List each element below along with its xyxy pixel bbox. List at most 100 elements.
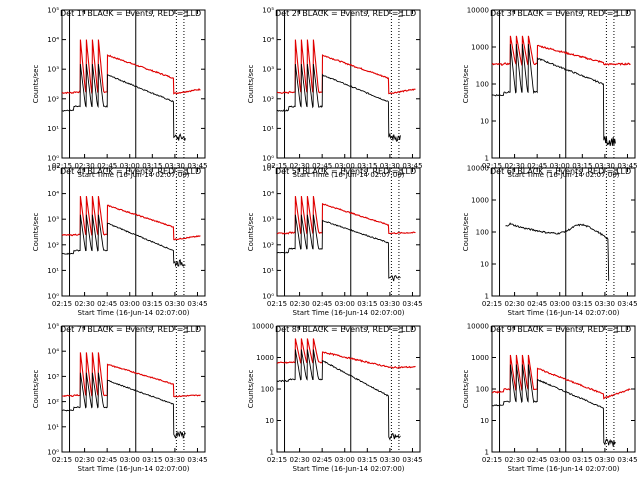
y-tick-label: 10⁵: [47, 7, 59, 15]
chart-title: Det 7f BLACK = Events, RED = LLD: [60, 325, 201, 334]
lld-series-line: [491, 354, 631, 400]
y-tick-label: 10000: [467, 323, 489, 331]
y-tick-label: 10000: [252, 323, 274, 331]
x-tick-label: 03:45: [617, 162, 637, 170]
range-bracket: [398, 11, 403, 17]
y-tick-label: 1000: [256, 354, 274, 362]
x-tick-label: 03:45: [402, 456, 422, 464]
y-tick-label: 100: [476, 386, 489, 394]
y-tick-label: 1: [485, 293, 489, 301]
x-tick-label: 02:30: [74, 162, 94, 170]
chart-panel-3: Det 3f BLACK = Events, RED = LLD 1 10 100 10…: [462, 7, 638, 180]
y-tick-label: 10¹: [262, 125, 274, 133]
x-tick-label: 02:15: [267, 162, 287, 170]
chart-panel-8: Det 8f BLACK = Events, RED = LLD 1 10 100 10…: [247, 323, 423, 474]
y-tick-label: 10000: [467, 165, 489, 173]
y-tick-label: 10⁵: [262, 7, 274, 15]
x-tick-label: 02:30: [289, 456, 309, 464]
y-tick-label: 10⁰: [47, 293, 59, 301]
y-tick-label: 10³: [47, 373, 59, 381]
x-tick-label: 02:15: [267, 456, 287, 464]
range-bracket: [613, 327, 618, 333]
chart-title: Det 1f BLACK = Events, RED = LLD: [60, 9, 201, 18]
x-tick-label: 03:15: [357, 300, 377, 308]
y-tick-label: 100: [261, 386, 274, 394]
y-tick-label: 10²: [262, 241, 274, 249]
x-tick-label: 03:00: [120, 456, 140, 464]
y-tick-label: 10⁴: [262, 190, 274, 198]
y-tick-label: 10: [480, 417, 489, 425]
x-axis-label: Start Time (16-Jun-14 02:07:00): [508, 465, 620, 473]
y-tick-label: 10⁴: [262, 36, 274, 44]
y-axis-label: Counts/sec: [462, 370, 470, 409]
y-tick-label: 10⁴: [47, 190, 59, 198]
x-axis-label: Start Time (16-Jun-14 02:07:00): [293, 465, 405, 473]
x-tick-label: 02:15: [52, 456, 72, 464]
chart-title: Det 8f BLACK = Events, RED = LLD: [275, 325, 416, 334]
events-series-line: [491, 364, 616, 447]
chart-title: Det 3f BLACK = Events, RED = LLD: [490, 9, 631, 18]
x-tick-label: 03:15: [142, 300, 162, 308]
y-tick-label: 10⁵: [47, 323, 59, 331]
chart-title: Det 6f BLACK = Events, RED = LLD: [490, 167, 631, 176]
x-tick-label: 03:00: [120, 300, 140, 308]
lld-series-line: [61, 196, 201, 241]
x-axis-label: Start Time (16-Jun-14 02:07:00): [78, 309, 190, 317]
events-series-line: [505, 222, 610, 281]
x-tick-label: 02:15: [482, 456, 502, 464]
plot-frame: [61, 9, 206, 159]
x-tick-label: 02:30: [74, 456, 94, 464]
y-axis-label: Counts/sec: [32, 370, 40, 409]
x-tick-label: 02:30: [504, 162, 524, 170]
x-tick-label: 02:15: [52, 162, 72, 170]
y-axis-label: Counts/sec: [32, 65, 40, 104]
y-tick-label: 10²: [47, 95, 59, 103]
y-tick-label: 100: [476, 81, 489, 89]
x-tick-label: 03:00: [550, 300, 570, 308]
range-bracket: [183, 169, 188, 175]
y-tick-label: 10000: [467, 7, 489, 15]
x-tick-label: 03:45: [187, 162, 207, 170]
x-tick-label: 02:45: [97, 300, 117, 308]
x-tick-label: 02:45: [527, 456, 547, 464]
y-tick-label: 10³: [262, 216, 274, 224]
x-tick-label: 02:45: [527, 162, 547, 170]
x-axis-label: Start Time (16-Jun-14 02:07:00): [508, 171, 620, 179]
chart-panel-7: Det 7f BLACK = Events, RED = LLD 10⁰ 10¹ 10…: [32, 323, 208, 474]
x-tick-label: 03:45: [187, 456, 207, 464]
plot-frame: [276, 9, 421, 159]
range-bracket: [183, 11, 188, 17]
x-tick-label: 03:45: [402, 300, 422, 308]
x-axis-label: Start Time (16-Jun-14 02:07:00): [293, 309, 405, 317]
x-tick-label: 03:15: [357, 456, 377, 464]
y-axis-label: Counts/sec: [462, 213, 470, 252]
x-tick-label: 03:15: [142, 162, 162, 170]
y-tick-label: 10⁰: [47, 449, 59, 457]
x-tick-label: 02:30: [289, 300, 309, 308]
x-tick-label: 03:00: [335, 300, 355, 308]
x-tick-label: 03:30: [380, 300, 400, 308]
y-tick-label: 10⁵: [262, 165, 274, 173]
chart-panel-6: Det 6f BLACK = Events, RED = LLD 1 10 100 10…: [462, 165, 638, 318]
x-tick-label: 02:45: [527, 300, 547, 308]
y-tick-label: 1000: [471, 197, 489, 205]
events-series-line: [276, 349, 401, 441]
x-tick-label: 03:15: [142, 456, 162, 464]
y-tick-label: 10³: [47, 66, 59, 74]
y-tick-label: 10⁵: [47, 165, 59, 173]
y-tick-label: 1000: [471, 44, 489, 52]
y-tick-label: 10³: [262, 66, 274, 74]
y-tick-label: 100: [476, 229, 489, 237]
range-bracket: [398, 169, 403, 175]
y-axis-label: Counts/sec: [462, 65, 470, 104]
lld-series-line: [276, 39, 416, 95]
chart-panel-9: Det 9f BLACK = Events, RED = LLD 1 10 100 10…: [462, 323, 638, 474]
x-tick-label: 02:45: [312, 456, 332, 464]
y-tick-label: 10¹: [47, 267, 59, 275]
x-tick-label: 02:45: [312, 162, 332, 170]
range-bracket: [613, 11, 618, 17]
x-tick-label: 03:30: [165, 300, 185, 308]
chart-panel-5: Det 5f BLACK = Events, RED = LLD 10⁰ 10¹ 10…: [247, 165, 423, 318]
x-tick-label: 03:30: [380, 456, 400, 464]
